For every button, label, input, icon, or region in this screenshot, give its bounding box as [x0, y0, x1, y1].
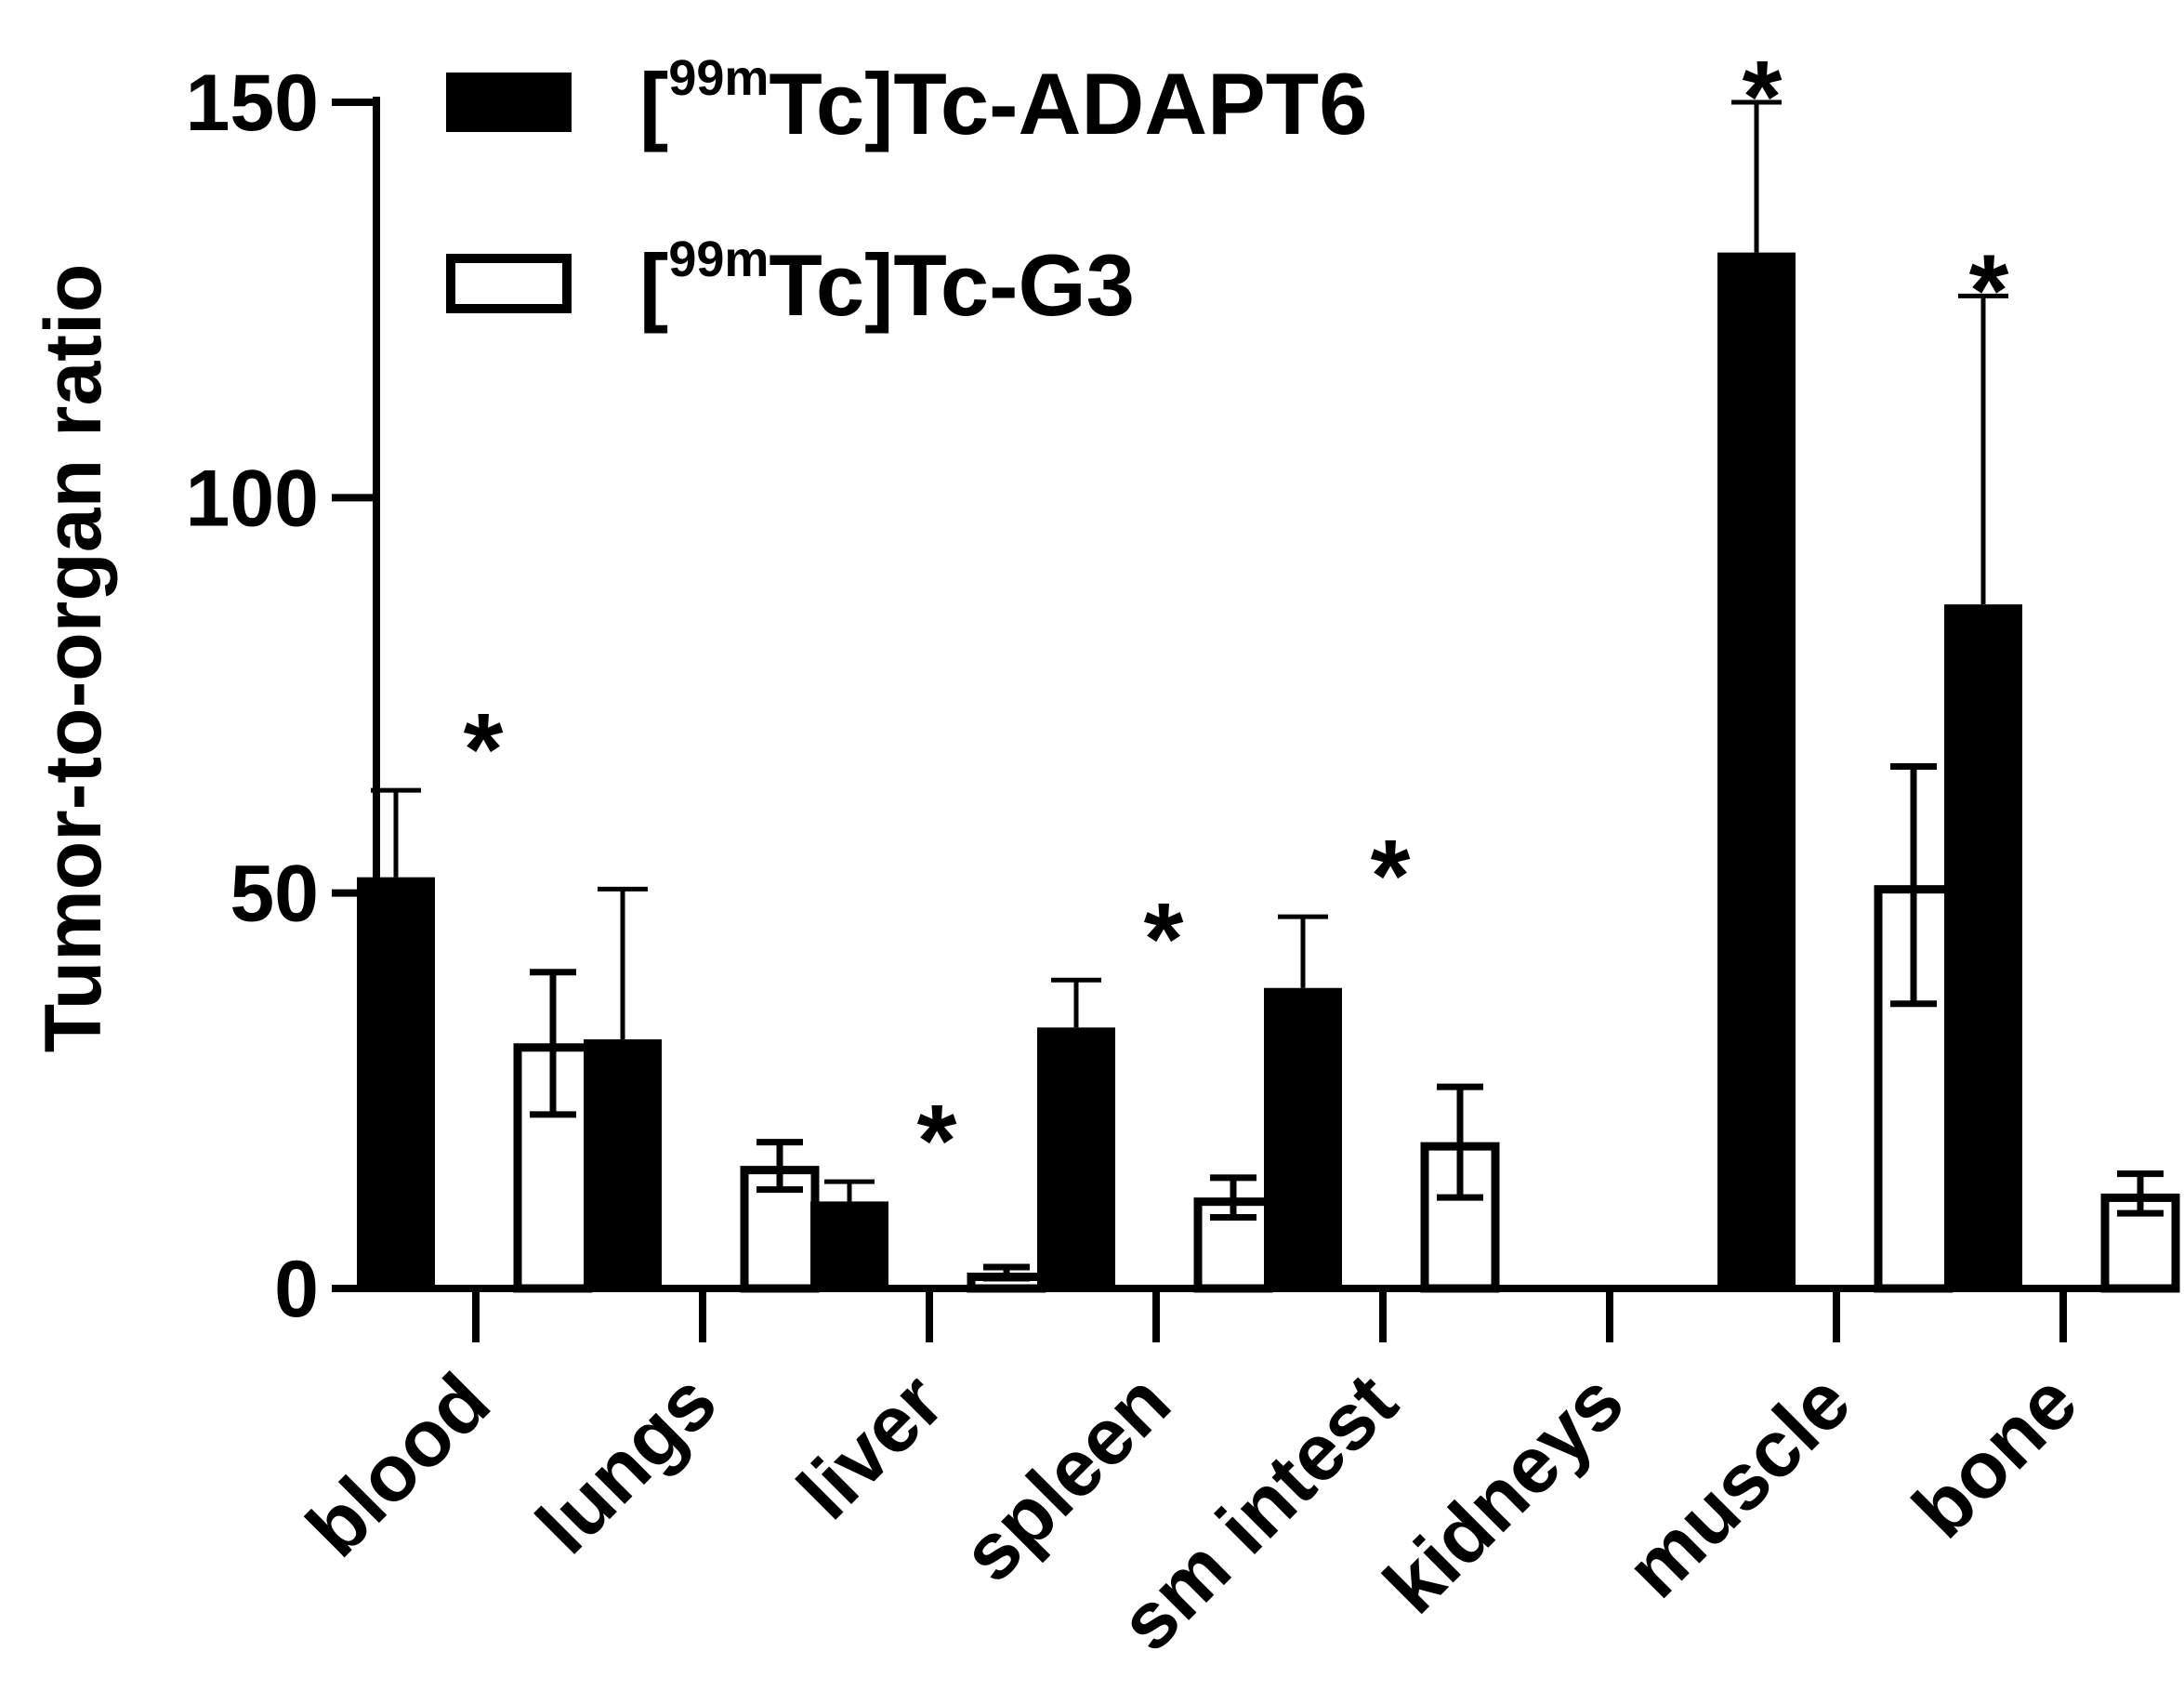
bars [357, 252, 2180, 1293]
x-category-label: bone [1896, 1357, 2094, 1555]
significance-markers: * * * * * * [464, 40, 2009, 1198]
legend-label: [99mTc]Tc-G3 [639, 231, 1135, 334]
significance-star: * [1743, 40, 1783, 154]
y-tick-label: 0 [274, 1245, 319, 1334]
significance-star: * [917, 1084, 957, 1198]
significance-star: * [1969, 233, 2009, 348]
y-tick-label: 150 [186, 59, 320, 148]
bar-adapt6 [1264, 987, 1342, 1288]
significance-star: * [464, 693, 504, 807]
x-category-label: liver [781, 1357, 960, 1537]
significance-star: * [1371, 819, 1411, 933]
y-tick-label: 50 [230, 850, 319, 939]
bar-adapt6 [1944, 604, 2022, 1288]
bar-adapt6 [357, 877, 435, 1288]
bar-adapt6 [1717, 252, 1796, 1288]
bar-adapt6 [584, 1039, 662, 1288]
x-category-label: lungs [520, 1357, 733, 1571]
y-tick-labels: 0 50 100 150 [186, 59, 320, 1334]
error-bars [371, 99, 2164, 1282]
legend-swatch-g3 [446, 254, 572, 313]
y-axis-title: Tumor-to-organ ratio [29, 264, 118, 1053]
x-category-label: muscle [1610, 1357, 1867, 1615]
x-category-label: kidneys [1367, 1357, 1640, 1631]
bar-adapt6 [810, 1201, 888, 1288]
legend-swatch-adapt6 [446, 73, 572, 132]
x-category-label: blood [290, 1357, 507, 1574]
bar-adapt6 [1037, 1027, 1115, 1288]
legend: [99mTc]Tc-ADAPT6 [99mTc]Tc-G3 [446, 50, 1368, 334]
y-tick-label: 100 [186, 454, 320, 543]
legend-label: [99mTc]Tc-ADAPT6 [639, 50, 1368, 152]
significance-star: * [1144, 882, 1184, 997]
